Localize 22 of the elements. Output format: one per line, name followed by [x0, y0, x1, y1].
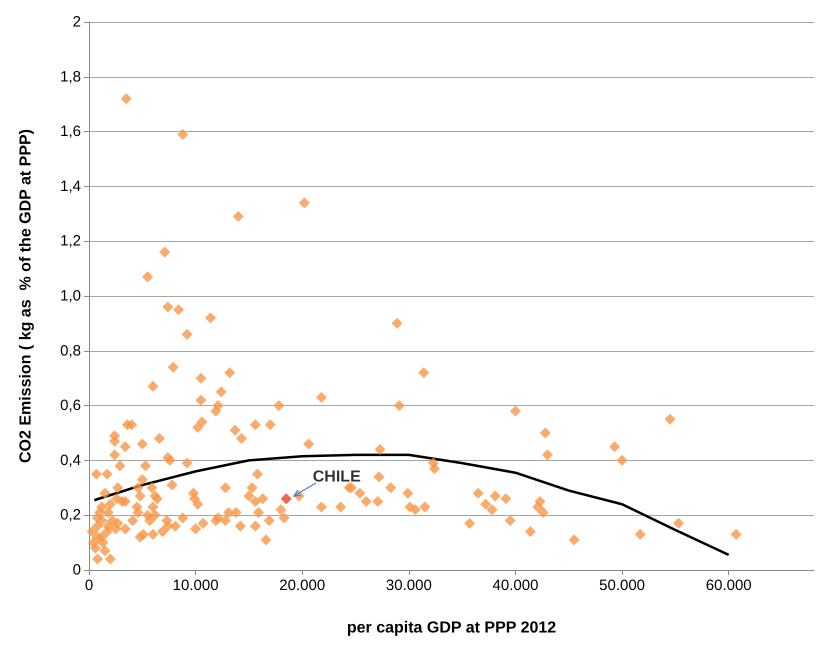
x-tick-label: 40.000	[492, 577, 538, 594]
y-tick-label: 1,4	[60, 178, 81, 195]
x-tick-label: 50.000	[599, 577, 646, 594]
x-tick-label: 30.000	[386, 577, 432, 594]
line-series	[93, 454, 730, 556]
y-tick-label: 0,2	[60, 506, 81, 524]
y-tick-label: 1,0	[60, 288, 81, 304]
y-tick-label: 2	[72, 14, 81, 30]
y-tick-label: 0,6	[60, 397, 81, 414]
series-label: CHILE	[312, 468, 362, 486]
y-tick-label: 0,8	[60, 342, 81, 360]
y-tick-label: 1,8	[60, 68, 81, 86]
y-tick-label: 0	[72, 562, 81, 578]
y-tick-label: 1,6	[60, 123, 81, 140]
y-tick-label: 1,2	[60, 232, 81, 250]
x-tick-label: 20.000	[279, 577, 326, 594]
y-axis-title: CO2 Emission ( kg as % of the GDP at PPP)	[18, 128, 34, 464]
x-tick-label: 10.000	[172, 577, 219, 594]
x-axis-title: per capita GDP at PPP 2012	[346, 620, 556, 636]
y-tick-label: 0,4	[60, 452, 81, 469]
x-tick-label: 0	[84, 577, 94, 594]
x-tick-label: 60.000	[706, 577, 752, 594]
